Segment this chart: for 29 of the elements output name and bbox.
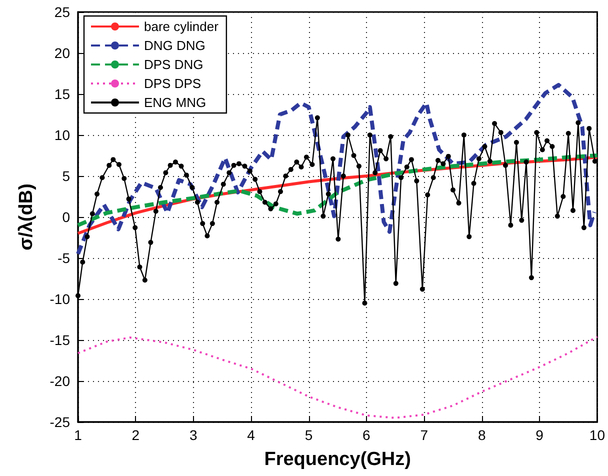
y-tick-label: 15: [54, 86, 70, 102]
x-tick-label: 10: [589, 427, 606, 443]
y-tick-label: 5: [62, 168, 70, 184]
line-series: [77, 336, 598, 419]
y-tick-label: 20: [54, 45, 70, 61]
y-tick-label: 0: [62, 209, 70, 225]
legend-label: ENG MNG: [144, 95, 206, 110]
x-tick-label: 4: [247, 427, 256, 443]
y-tick-label: -25: [50, 414, 70, 430]
x-tick-label: 8: [478, 427, 486, 443]
y-tick-label: -5: [58, 250, 70, 266]
x-tick-label: 1: [74, 427, 82, 443]
y-tick-label: 10: [54, 127, 70, 143]
x-tick-label: 3: [189, 427, 198, 443]
x-tick-label: 5: [304, 427, 313, 443]
x-axis-title: Frequency(GHz): [264, 449, 411, 470]
x-tick-label: 6: [362, 427, 371, 443]
legend-label: DPS DNG: [144, 57, 204, 72]
y-tick-label: 25: [54, 4, 70, 20]
x-tick-label: 2: [132, 427, 140, 443]
x-tick-label: 9: [536, 427, 544, 443]
legend-label: DNG DNG: [144, 38, 206, 53]
y-tick-label: -15: [50, 332, 70, 348]
legend-label: DPS DPS: [144, 76, 202, 91]
y-tick-label: -10: [50, 291, 70, 307]
y-tick-label: -20: [50, 373, 70, 389]
x-tick-label: 7: [420, 427, 428, 443]
legend-label: bare cylinder: [144, 19, 220, 34]
y-axis-title: σ/λ(dB): [16, 184, 37, 250]
